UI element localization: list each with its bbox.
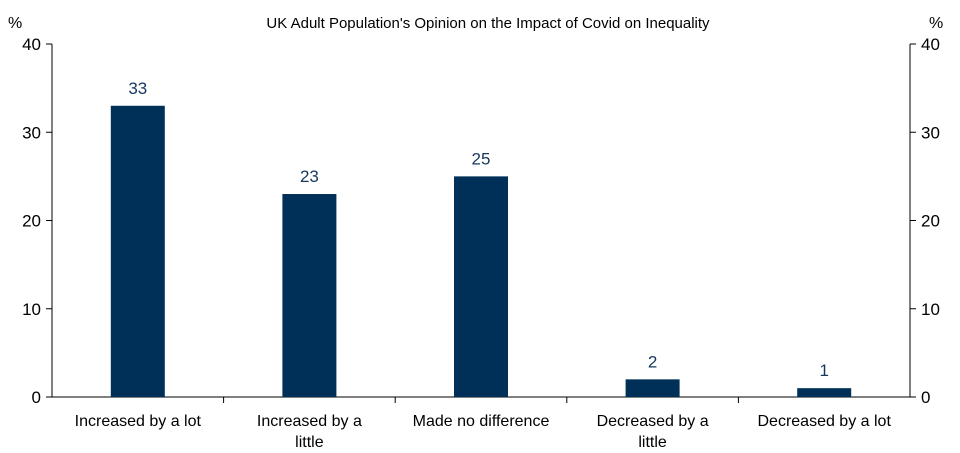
right-tick-label: 10 <box>921 300 940 319</box>
right-axis-unit: % <box>929 15 943 32</box>
bar <box>454 176 508 397</box>
data-label: 1 <box>819 361 828 380</box>
category-label: Decreased by a lot <box>757 413 891 430</box>
category-label: Increased by a little <box>257 413 362 451</box>
left-tick-label: 20 <box>22 212 41 231</box>
bars <box>110 105 852 398</box>
bar <box>625 379 680 397</box>
category-labels: Increased by a lot Increased by a little Ma… <box>75 413 892 451</box>
right-tick-label: 30 <box>921 123 940 142</box>
data-label: 25 <box>472 149 491 168</box>
category-label: Made no difference <box>413 413 550 430</box>
bar <box>797 388 852 397</box>
data-label: 23 <box>300 167 319 186</box>
bar <box>110 105 165 398</box>
right-tick-label: 20 <box>921 212 940 231</box>
chart-title: UK Adult Population's Opinion on the Imp… <box>266 15 710 32</box>
left-axis-unit: % <box>8 15 22 32</box>
right-tick-label: 40 <box>921 35 940 54</box>
data-label: 2 <box>648 352 657 371</box>
bar <box>282 194 337 397</box>
data-label: 33 <box>128 79 147 98</box>
left-tick-label: 10 <box>22 300 41 319</box>
category-label: Increased by a lot <box>75 413 202 430</box>
axis-ticks: 0 0 10 10 20 20 30 30 40 40 <box>22 35 940 407</box>
left-tick-label: 0 <box>32 388 41 407</box>
left-tick-label: 30 <box>22 123 41 142</box>
right-tick-label: 0 <box>921 388 930 407</box>
category-label: Decreased by a little <box>597 413 709 451</box>
data-labels: 33 23 25 2 1 <box>128 79 829 380</box>
left-tick-label: 40 <box>22 35 41 54</box>
